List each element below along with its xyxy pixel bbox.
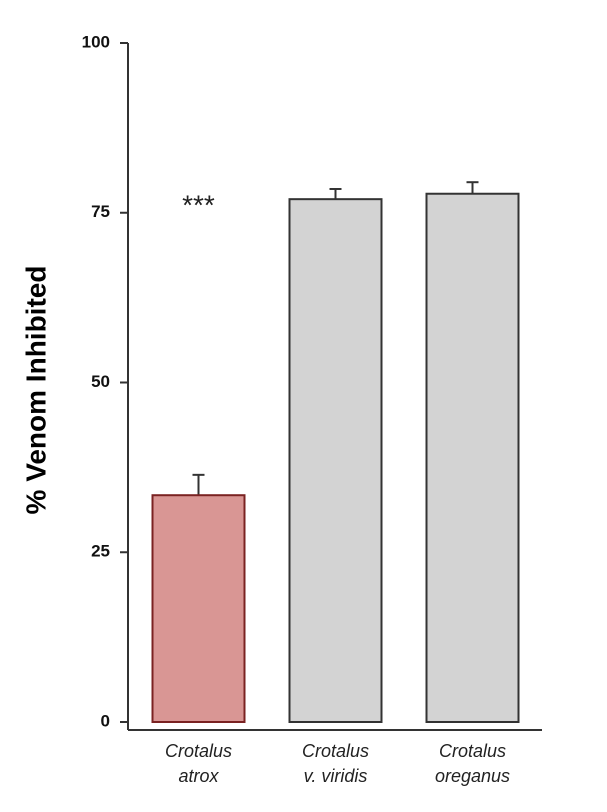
bar [151,494,246,723]
bar [425,192,520,724]
y-tick-label: 0 [101,711,110,730]
x-tick-label: Crotalus [165,741,232,761]
x-tick-label: v. viridis [304,766,368,786]
x-tick-label: Crotalus [439,741,506,761]
y-tick-label: 75 [91,202,110,221]
y-tick-label: 50 [91,372,110,391]
x-tick-label: oreganus [435,766,510,786]
y-tick-label: 25 [91,542,110,561]
x-tick-label: Crotalus [302,741,369,761]
y-tick-label: 100 [82,32,110,51]
bar [288,198,383,724]
y-axis-label: % Venom Inhibited [20,266,51,515]
x-tick-label: atrox [178,766,219,786]
annotation: *** [182,189,215,220]
